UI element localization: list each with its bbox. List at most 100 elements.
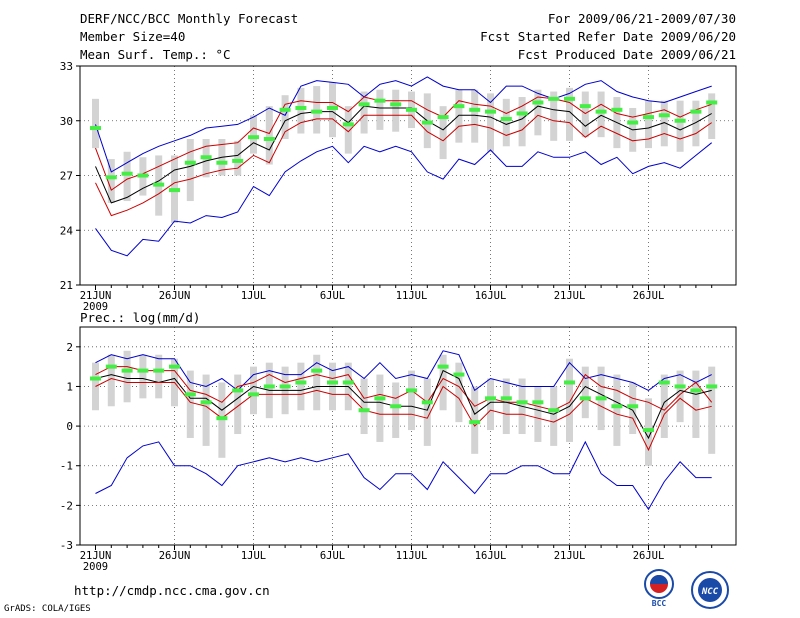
ensemble-mean-line — [95, 369, 712, 440]
box-bar — [439, 354, 447, 411]
observed-marker — [232, 388, 244, 393]
observed-marker — [327, 105, 338, 110]
observed-marker — [342, 122, 354, 127]
observed-marker — [453, 104, 465, 109]
x-tick-label: 26JUN — [159, 290, 191, 302]
y-axis: -3 -2 -1 0 1 2 — [60, 341, 80, 552]
box-bar — [234, 140, 242, 176]
box-bar — [250, 115, 257, 154]
observed-marker — [105, 364, 117, 369]
observed-marker — [90, 376, 101, 381]
box-bar — [123, 350, 131, 403]
box-bar — [597, 91, 605, 138]
observed-marker — [690, 388, 702, 393]
observed-marker — [564, 96, 575, 101]
box-bar — [502, 98, 510, 147]
bcc-logo: BCC — [644, 569, 674, 608]
upper-spread-line — [95, 96, 712, 191]
svg-text:BCC: BCC — [652, 599, 667, 608]
box-bar — [534, 89, 542, 136]
box-bar — [123, 151, 131, 202]
box-bar — [107, 354, 115, 407]
box-bar — [392, 382, 400, 438]
box-bar — [376, 374, 384, 442]
box-bar — [581, 91, 589, 138]
observed-marker — [390, 404, 402, 409]
box-bar — [471, 89, 479, 143]
observed-marker — [643, 115, 654, 120]
y-tick-label: 1 — [66, 380, 73, 393]
observed-marker — [90, 126, 101, 131]
observed-marker — [169, 188, 180, 193]
x-tick-label: 11JUL — [396, 290, 428, 302]
observed-marker — [121, 171, 133, 176]
ncc-logo: NCC — [691, 571, 729, 609]
box-bar — [613, 374, 621, 446]
observed-marker — [516, 111, 528, 116]
observed-marker — [295, 105, 307, 110]
precip-title: Prec.: log(mm/d) — [80, 310, 200, 325]
x-year-label: 2009 — [83, 561, 108, 573]
box-bar — [202, 374, 210, 446]
box-bar — [107, 159, 115, 203]
ensemble-mean-line — [95, 105, 712, 204]
x-tick-label: 1JUL — [241, 290, 266, 302]
observed-marker — [643, 428, 654, 433]
observed-marker — [658, 113, 670, 118]
box-bar — [566, 87, 573, 141]
ensemble-max-line — [95, 76, 712, 173]
box-bar — [692, 370, 700, 438]
box-bar — [186, 370, 194, 438]
y-tick-label: -3 — [60, 539, 73, 552]
observed-marker — [184, 160, 196, 165]
box-bar — [645, 100, 652, 149]
x-tick-label: 6JUL — [320, 290, 345, 302]
observed-marker — [485, 396, 496, 401]
box-bar — [250, 366, 257, 415]
observed-marker — [674, 118, 686, 123]
x-tick-label: 21JUL — [554, 290, 586, 302]
spread-boxes — [92, 82, 716, 223]
observed-marker — [579, 104, 591, 109]
observed-marker — [295, 380, 307, 385]
box-bar — [376, 89, 384, 130]
member-size: Member Size=40 — [80, 29, 186, 44]
x-axis: 21JUN 26JUN 1JUL 6JUL 11JUL 16JUL 21JUL 26JUL 20… — [80, 285, 713, 313]
box-bar — [297, 87, 305, 134]
observed-marker — [500, 396, 512, 401]
box-bar — [708, 93, 716, 139]
observed-marker — [311, 109, 323, 114]
box-bar — [676, 370, 684, 423]
observed-marker — [627, 120, 639, 125]
observed-marker — [579, 396, 591, 401]
observed-marker — [674, 384, 686, 389]
x-tick-label: 26JUL — [633, 550, 665, 562]
x-tick-label: 16JUL — [475, 290, 507, 302]
box-bar — [676, 100, 684, 152]
observed-marker — [169, 364, 180, 369]
observed-marker — [279, 384, 291, 389]
box-bar — [581, 366, 589, 419]
footer-url[interactable]: http://cmdp.ncc.cma.gov.cn — [74, 583, 270, 598]
produced-date: Fcst Produced Date 2009/06/21 — [517, 47, 736, 62]
observed-marker — [406, 107, 417, 112]
observed-marker — [516, 400, 528, 405]
box-bar — [155, 354, 163, 399]
box-bar — [360, 378, 368, 435]
observed-markers — [90, 96, 718, 193]
y-tick-label: 2 — [66, 341, 73, 354]
x-tick-label: 21JUN — [80, 290, 112, 302]
box-bar — [518, 97, 526, 147]
observed-marker — [406, 388, 417, 393]
y-tick-label: 24 — [60, 224, 74, 237]
observed-marker — [327, 380, 338, 385]
observed-marker — [437, 115, 449, 120]
observed-marker — [248, 135, 259, 140]
observed-marker — [532, 400, 544, 405]
observed-marker — [611, 107, 623, 112]
observed-marker — [469, 420, 481, 425]
observed-marker — [706, 100, 718, 105]
